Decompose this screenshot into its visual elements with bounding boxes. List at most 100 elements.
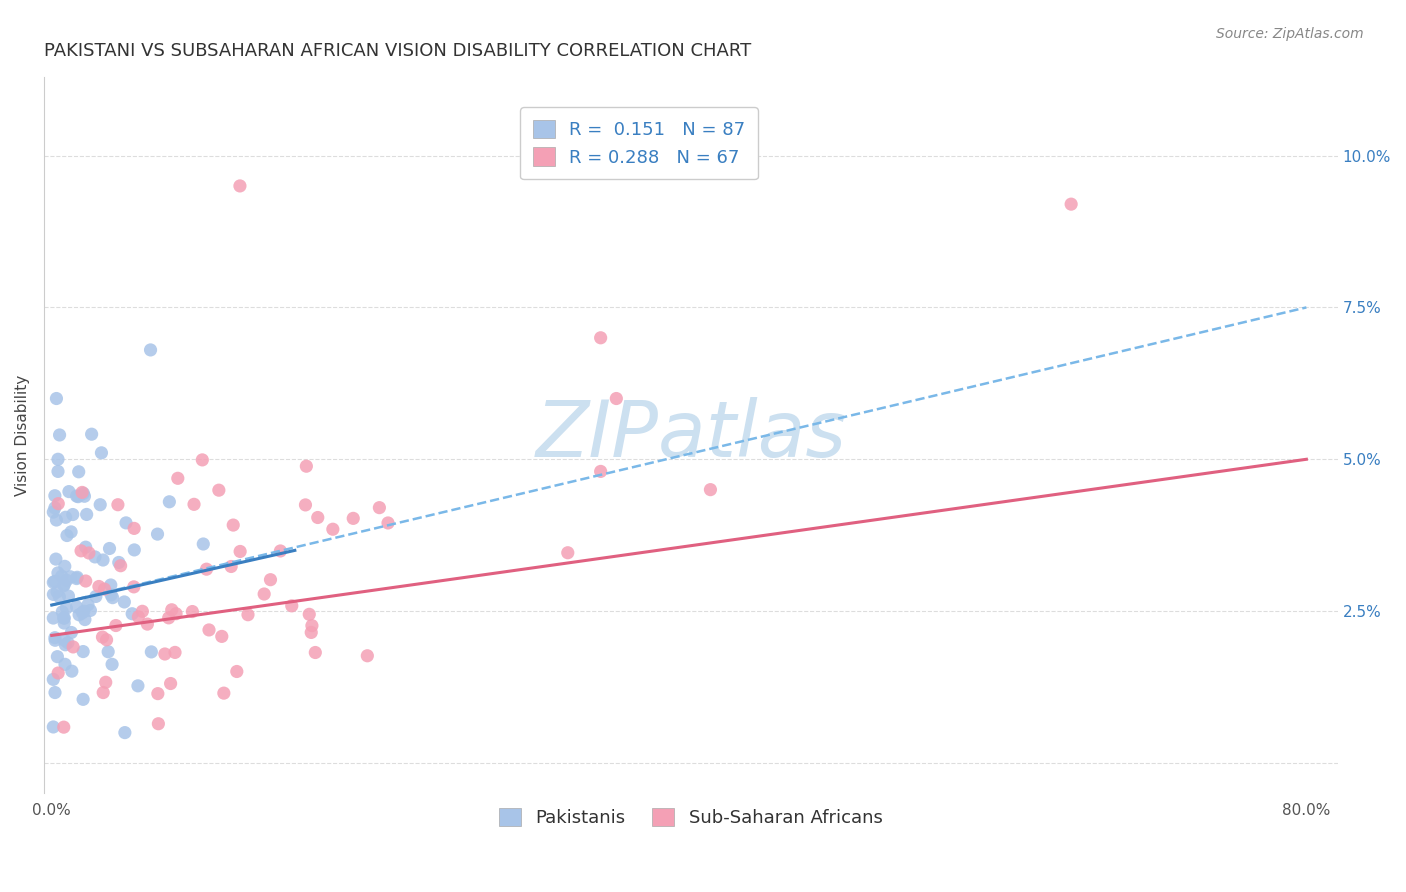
Point bbox=[98, 541, 121, 556]
Point bbox=[101, 657, 124, 672]
Point bbox=[77, 598, 100, 612]
Point bbox=[91, 630, 114, 644]
Point bbox=[46, 585, 69, 599]
Point bbox=[557, 546, 579, 560]
Point bbox=[136, 617, 159, 632]
Point bbox=[48, 590, 70, 604]
Point bbox=[67, 490, 90, 504]
Point bbox=[72, 606, 94, 620]
Point bbox=[53, 611, 76, 625]
Point bbox=[605, 392, 627, 406]
Point bbox=[356, 648, 378, 663]
Point bbox=[281, 599, 304, 613]
Point bbox=[44, 489, 66, 503]
Point bbox=[127, 679, 149, 693]
Point bbox=[377, 516, 399, 530]
Point bbox=[141, 645, 163, 659]
Point bbox=[97, 645, 120, 659]
Point bbox=[211, 629, 233, 643]
Point bbox=[65, 489, 87, 503]
Point bbox=[46, 464, 69, 478]
Point bbox=[114, 725, 136, 739]
Point bbox=[58, 484, 80, 499]
Point bbox=[589, 464, 612, 478]
Point bbox=[53, 657, 76, 672]
Point bbox=[89, 498, 111, 512]
Point bbox=[183, 497, 205, 511]
Point bbox=[56, 636, 79, 650]
Point bbox=[45, 392, 67, 406]
Point bbox=[93, 582, 115, 596]
Point bbox=[148, 716, 170, 731]
Point bbox=[153, 647, 176, 661]
Point bbox=[55, 601, 77, 615]
Point bbox=[52, 611, 75, 625]
Point bbox=[269, 544, 291, 558]
Text: ZIPatlas: ZIPatlas bbox=[536, 397, 846, 473]
Point bbox=[322, 522, 344, 536]
Point bbox=[52, 578, 75, 592]
Point bbox=[42, 587, 65, 601]
Point bbox=[294, 498, 316, 512]
Point bbox=[219, 559, 242, 574]
Point bbox=[45, 552, 67, 566]
Point bbox=[225, 665, 247, 679]
Point bbox=[107, 498, 129, 512]
Point bbox=[79, 603, 101, 617]
Point bbox=[46, 666, 69, 681]
Point bbox=[46, 452, 69, 467]
Point bbox=[65, 572, 87, 586]
Point bbox=[48, 428, 70, 442]
Point bbox=[127, 610, 149, 624]
Point bbox=[55, 510, 77, 524]
Text: Source: ZipAtlas.com: Source: ZipAtlas.com bbox=[1216, 27, 1364, 41]
Point bbox=[53, 632, 76, 647]
Point bbox=[96, 632, 118, 647]
Point bbox=[295, 459, 318, 474]
Point bbox=[229, 544, 252, 558]
Point bbox=[51, 605, 73, 619]
Point bbox=[163, 645, 186, 659]
Point bbox=[298, 607, 321, 622]
Point bbox=[75, 574, 97, 588]
Point bbox=[70, 543, 93, 558]
Point bbox=[87, 579, 110, 593]
Point bbox=[107, 556, 129, 570]
Point bbox=[181, 605, 204, 619]
Point bbox=[104, 618, 127, 632]
Point bbox=[193, 537, 215, 551]
Point bbox=[368, 500, 391, 515]
Point bbox=[90, 446, 112, 460]
Point bbox=[165, 607, 187, 621]
Point bbox=[46, 649, 69, 664]
Point bbox=[46, 566, 69, 580]
Point bbox=[222, 518, 245, 533]
Point bbox=[112, 595, 135, 609]
Point bbox=[77, 546, 100, 560]
Point bbox=[72, 692, 94, 706]
Point bbox=[122, 580, 145, 594]
Point bbox=[198, 623, 221, 637]
Point bbox=[44, 574, 66, 589]
Point bbox=[94, 675, 117, 690]
Point bbox=[91, 553, 114, 567]
Point bbox=[58, 589, 80, 603]
Point bbox=[52, 720, 75, 734]
Point bbox=[42, 575, 65, 590]
Point bbox=[42, 673, 65, 687]
Point bbox=[253, 587, 276, 601]
Point bbox=[53, 616, 76, 631]
Point bbox=[84, 549, 107, 564]
Point bbox=[191, 453, 214, 467]
Point bbox=[56, 528, 79, 542]
Point bbox=[44, 631, 66, 645]
Point bbox=[42, 505, 65, 519]
Point bbox=[1060, 197, 1083, 211]
Point bbox=[115, 516, 138, 530]
Point bbox=[75, 540, 97, 554]
Point bbox=[44, 633, 66, 648]
Point bbox=[229, 178, 252, 193]
Point bbox=[62, 640, 84, 654]
Point bbox=[139, 343, 162, 357]
Point bbox=[121, 607, 143, 621]
